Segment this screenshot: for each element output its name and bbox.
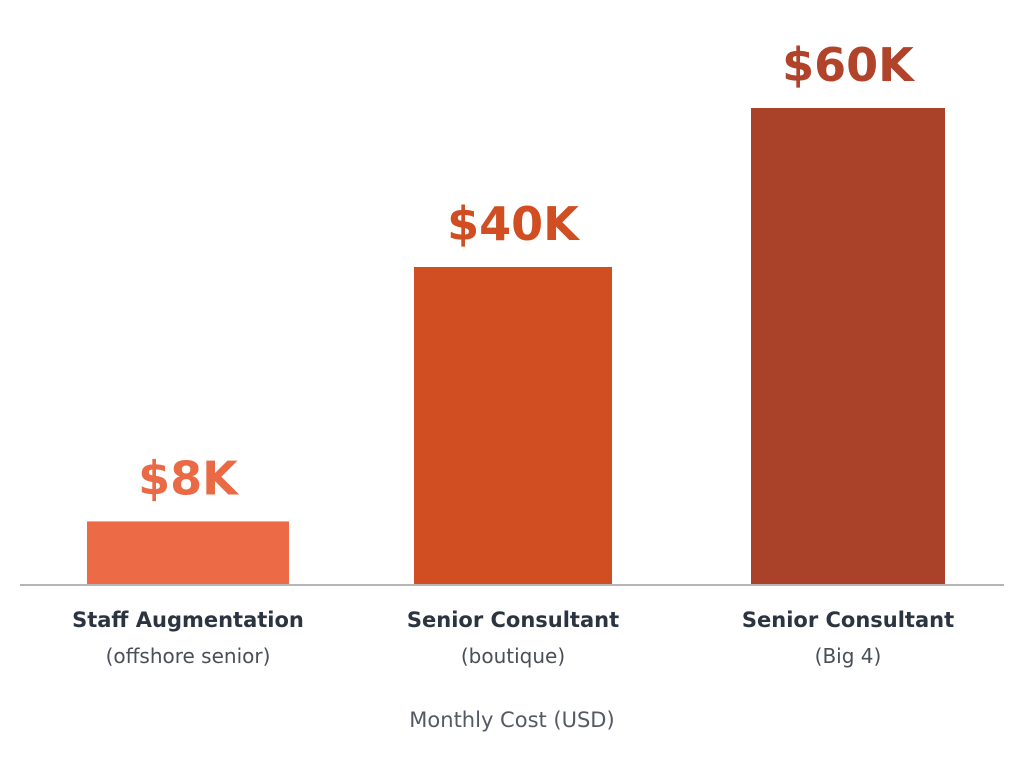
bar-1: [87, 521, 289, 585]
value-label-2: $40K: [447, 197, 581, 251]
bars-group: [87, 108, 945, 585]
x-axis-title: Monthly Cost (USD): [409, 708, 614, 732]
category-labels-group: Staff Augmentation (offshore senior) Senio…: [72, 608, 954, 668]
category-label-2: Senior Consultant: [407, 608, 619, 632]
category-sublabel-2: (boutique): [461, 644, 565, 668]
bar-2: [414, 267, 612, 585]
value-label-3: $60K: [782, 38, 916, 92]
category-label-3: Senior Consultant: [742, 608, 954, 632]
category-label-1: Staff Augmentation: [72, 608, 304, 632]
bar-3: [751, 108, 945, 585]
category-sublabel-1: (offshore senior): [106, 644, 271, 668]
value-label-1: $8K: [138, 451, 240, 505]
value-labels-group: $8K $40K $60K: [138, 38, 916, 505]
category-sublabel-3: (Big 4): [815, 644, 882, 668]
